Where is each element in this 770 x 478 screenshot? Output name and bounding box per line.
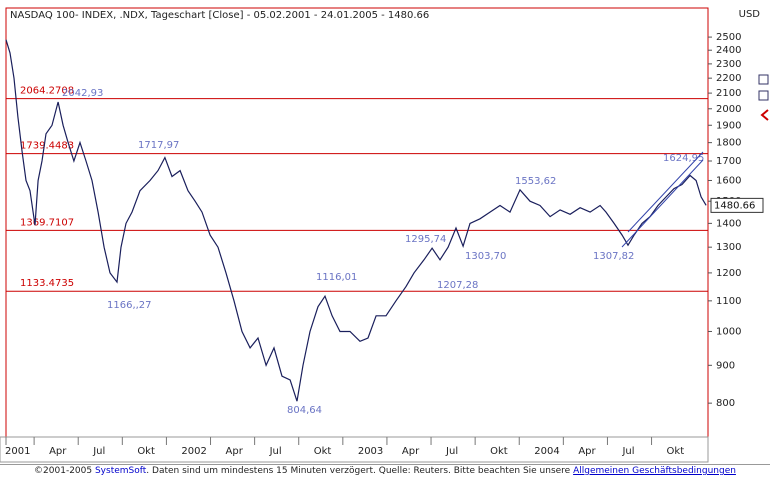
annotation: 1166,,27 — [107, 300, 152, 311]
x-tick-label: Okt — [137, 446, 155, 457]
y-tick-label: 900 — [716, 360, 735, 371]
tool-icon[interactable] — [760, 109, 769, 121]
annotation: 1207,28 — [437, 280, 478, 291]
footer-text: . Daten sind um mindestens 15 Minuten ve… — [146, 466, 574, 476]
annotation: 1624,95 — [663, 153, 704, 164]
x-tick-label: 2004 — [534, 446, 559, 457]
y-tick-label: 1100 — [716, 296, 741, 307]
y-tick-label: 1900 — [716, 120, 741, 131]
annotation: 1307,82 — [593, 251, 634, 262]
y-tick-label: 2300 — [716, 59, 741, 70]
tool-icon[interactable] — [758, 74, 769, 85]
y-tick-label: 1400 — [716, 218, 741, 229]
y-tick-label: 1300 — [716, 242, 741, 253]
annotation: 1303,70 — [465, 251, 506, 262]
x-tick-label: Okt — [667, 446, 685, 457]
annotation: 1553,62 — [515, 176, 556, 187]
tool-icon[interactable] — [758, 90, 769, 101]
chart: NASDAQ 100- INDEX, .NDX, Tageschart [Clo… — [0, 7, 769, 463]
annotation: 1717,97 — [138, 140, 179, 151]
y-tick-label: 2000 — [716, 104, 741, 115]
x-tick-label: Jul — [92, 446, 105, 457]
trend-channel — [627, 151, 704, 233]
x-tick-label: Jul — [445, 446, 458, 457]
last-value-label: 1480.66 — [714, 200, 755, 211]
y-tick-label: 1800 — [716, 138, 741, 149]
y-tick-label: 1700 — [716, 156, 741, 167]
trend-channel — [621, 159, 704, 248]
footer-link[interactable]: SystemSoft — [94, 466, 147, 476]
y-tick-label: 1200 — [716, 268, 741, 279]
level-label: 1369.7107 — [20, 217, 74, 228]
x-tick-label: Okt — [490, 446, 508, 457]
footer: ©2001-2005 SystemSoft. Daten sind um min… — [0, 464, 770, 478]
level-label: 1133.4735 — [20, 278, 74, 289]
y-tick-label: 2100 — [716, 88, 741, 99]
footer-link[interactable]: Allgemeinen Geschäftsbedingungen — [573, 466, 736, 476]
chart-title: NASDAQ 100- INDEX, .NDX, Tageschart [Clo… — [10, 10, 429, 21]
y-tick-label: 1000 — [716, 326, 741, 337]
x-tick-label: 2002 — [181, 446, 206, 457]
y-tick-label: 2500 — [716, 32, 741, 43]
price-line — [5, 39, 707, 402]
x-tick-label: Apr — [402, 446, 420, 457]
footer-text: ©2001-2005 — [34, 466, 95, 476]
level-label: 2064.2708 — [20, 86, 74, 97]
x-tick-label: Jul — [269, 446, 282, 457]
level-label: 1739.4483 — [20, 141, 74, 152]
annotation: 1295,74 — [405, 234, 446, 245]
annotation: 804,64 — [287, 405, 322, 416]
x-tick-label: Apr — [578, 446, 596, 457]
plot-frame — [5, 7, 709, 438]
x-tick-label: 2001 — [5, 446, 30, 457]
y-tick-label: 1600 — [716, 175, 741, 186]
x-tick-label: Jul — [621, 446, 634, 457]
x-tick-label: 2003 — [358, 446, 383, 457]
x-tick-label: Okt — [314, 446, 332, 457]
last-value-box — [710, 197, 764, 213]
y-tick-label: 2400 — [716, 45, 741, 56]
annotation: 1116,01 — [316, 272, 357, 283]
y-tick-label: 2200 — [716, 73, 741, 84]
x-axis-band — [0, 436, 709, 463]
x-tick-label: Apr — [49, 446, 67, 457]
chart-layer: 8009001000110012001300140015001600170018… — [5, 32, 764, 457]
currency-label: USD — [739, 9, 761, 20]
x-tick-label: Apr — [226, 446, 244, 457]
y-tick-label: 800 — [716, 398, 735, 409]
annotation: 2042,93 — [62, 88, 103, 99]
